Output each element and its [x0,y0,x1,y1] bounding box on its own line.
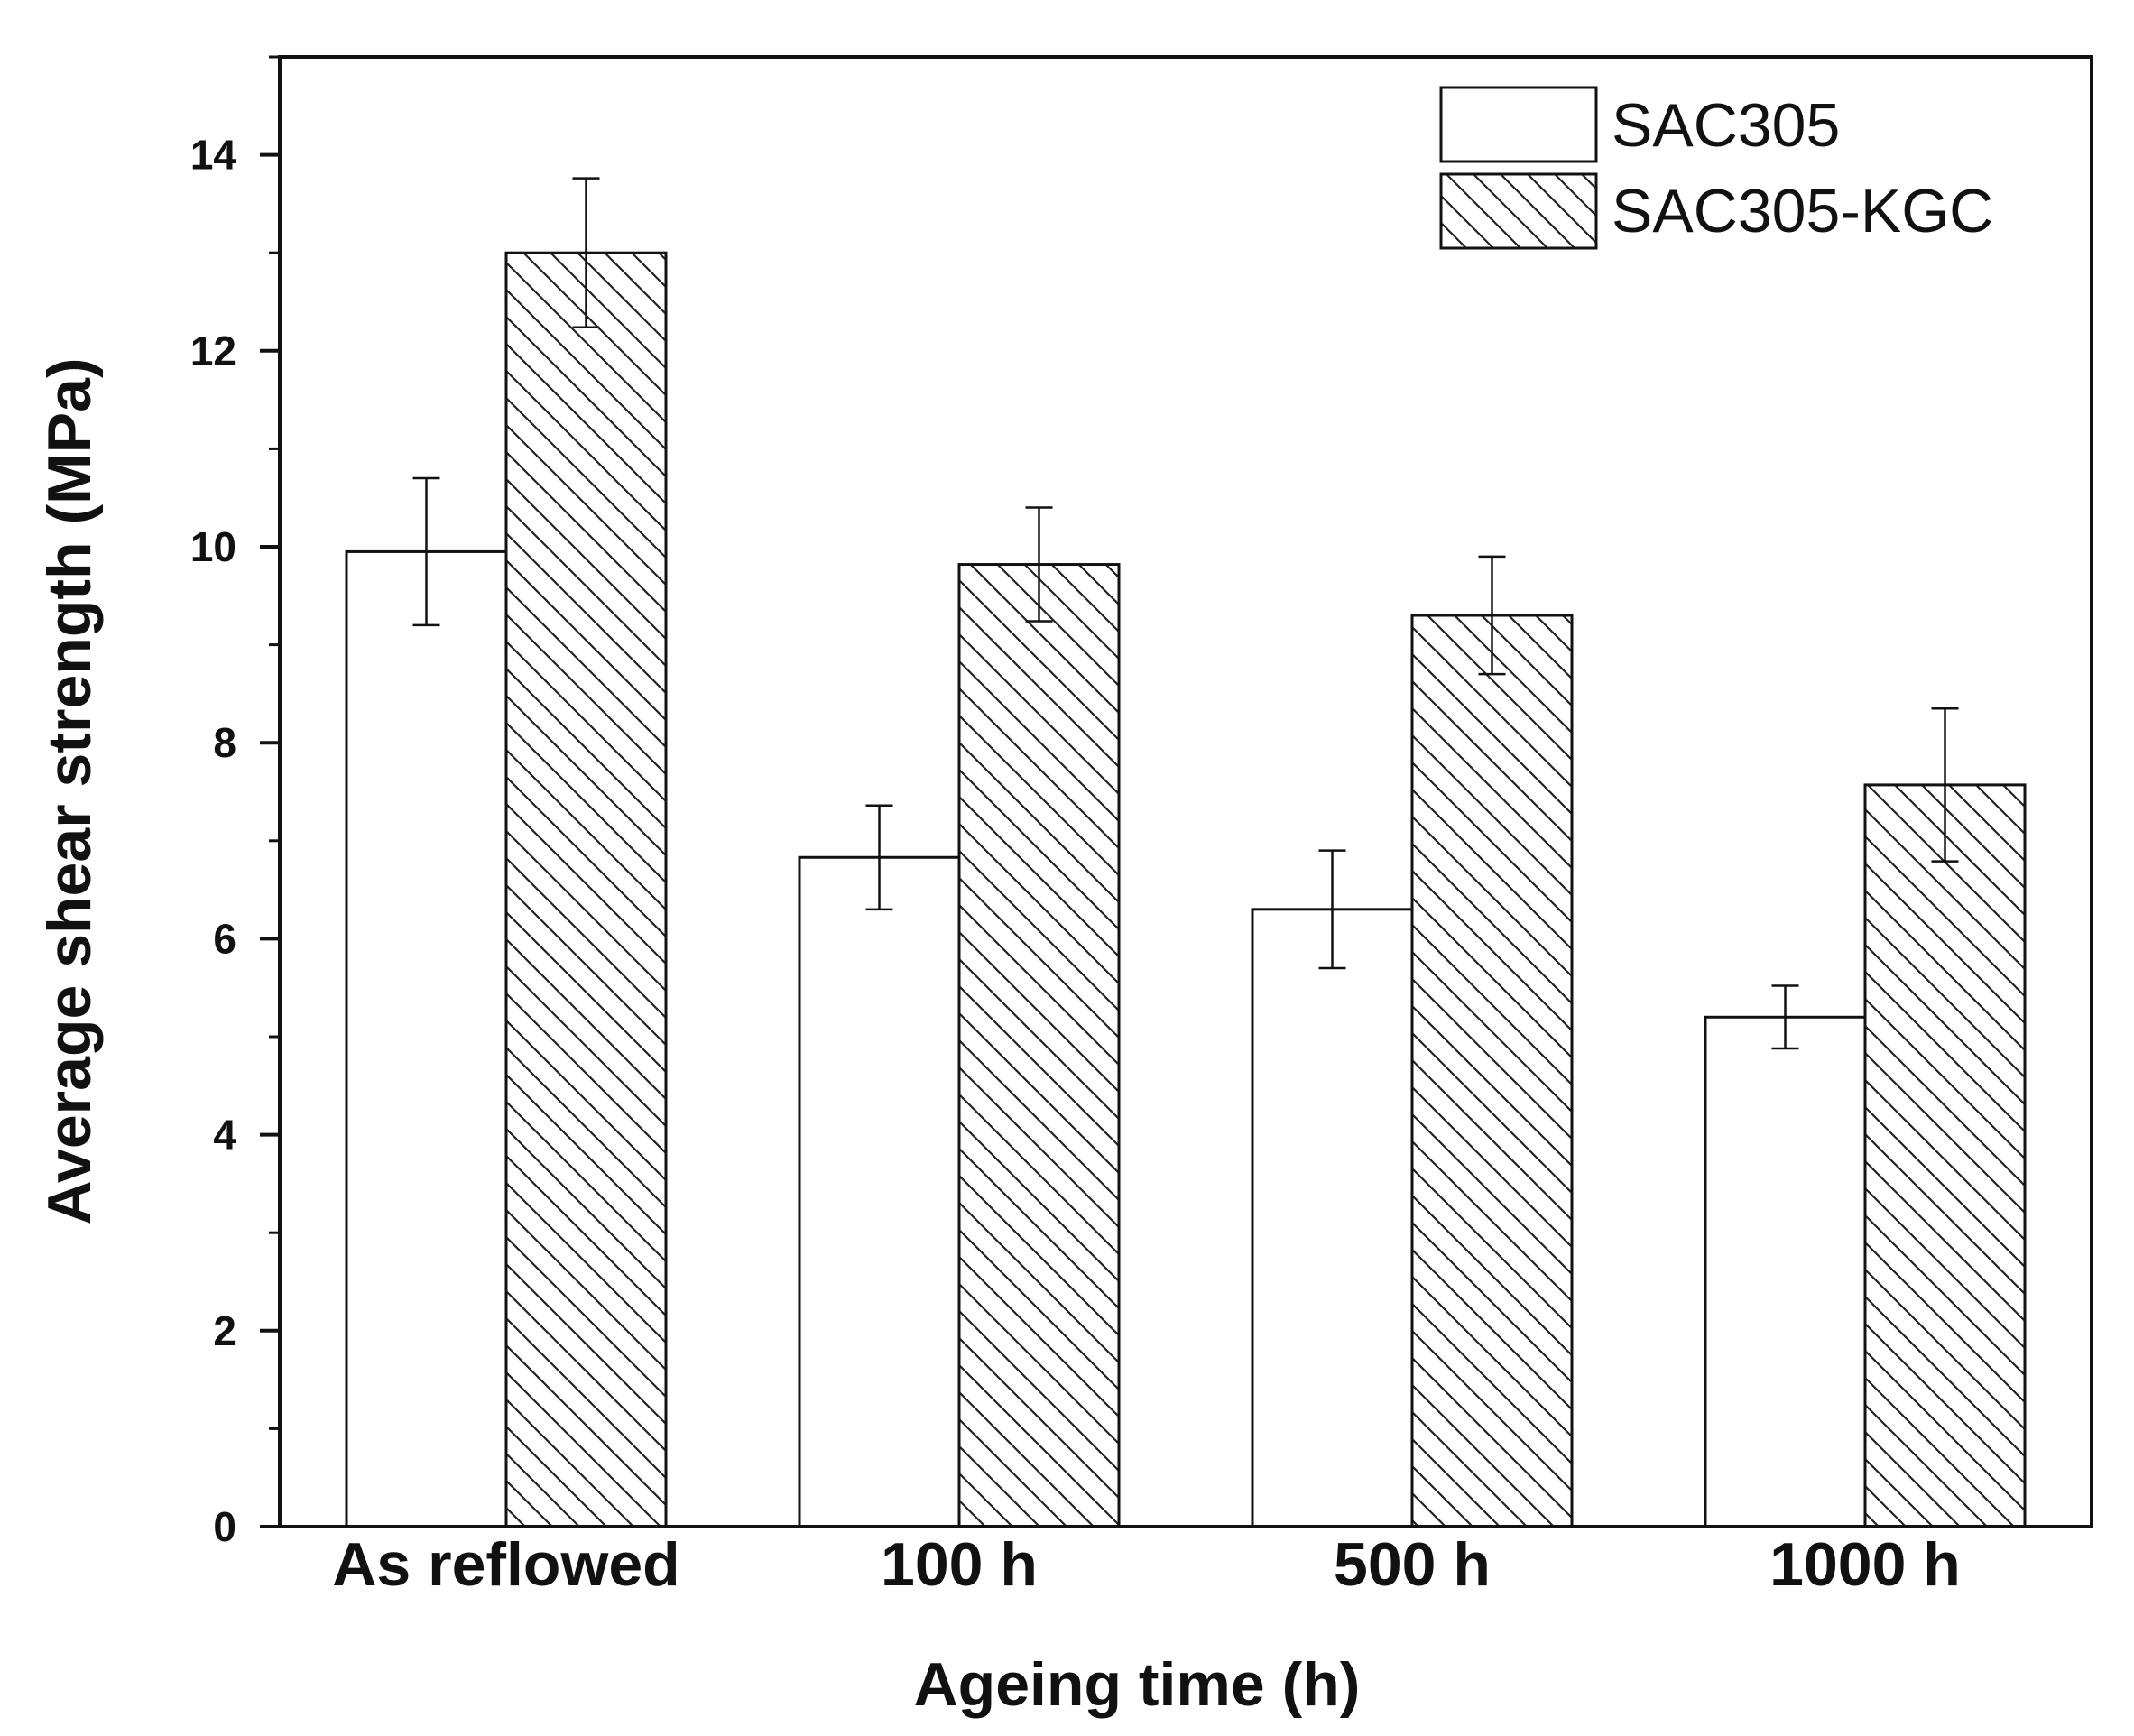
y-axis-title: Average shear strength (MPa) [35,357,104,1224]
bar-sac305-kgc [504,251,668,1528]
y-tick-label: 14 [190,132,237,179]
y-tick-label: 4 [213,1112,236,1159]
bar-sac305-kgc [957,563,1121,1528]
x-category-label: 100 h [881,1530,1038,1599]
bar-sac305 [798,855,961,1528]
legend-swatch-sac305-kgc [1439,172,1598,250]
y-tick-label: 2 [213,1307,236,1354]
bar-sac305 [1704,1015,1867,1528]
legend: SAC305 SAC305-KGC [1439,86,1993,250]
legend-label-sac305: SAC305 [1612,91,1840,160]
bar-sac305 [1251,908,1414,1528]
y-tick-label: 6 [213,915,236,962]
legend-swatch-sac305 [1439,86,1598,163]
x-category-label: As reflowed [332,1530,679,1599]
legend-label-sac305-kgc: SAC305-KGC [1612,177,1993,245]
y-tick-label: 0 [213,1503,236,1550]
y-tick-label: 12 [190,328,236,374]
bar-sac305 [345,549,508,1528]
x-category-label: 1000 h [1769,1530,1961,1599]
x-axis-title: Ageing time (h) [914,1650,1361,1719]
plot-frame [278,55,2093,1528]
bar-sac305-kgc [1863,783,2027,1528]
bar-sac305-kgc [1410,614,1574,1528]
x-category-label: 500 h [1334,1530,1491,1599]
y-tick-label: 10 [190,523,236,570]
y-tick-label: 8 [213,719,236,766]
